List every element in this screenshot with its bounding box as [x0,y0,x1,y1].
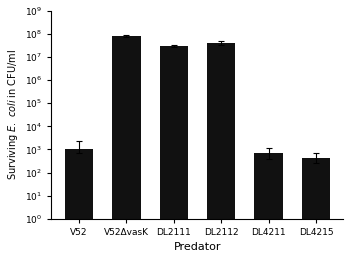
Bar [159,46,188,258]
Bar [207,43,235,258]
Y-axis label: Surviving $\it{E.\ coli}$ in CFU/ml: Surviving $\it{E.\ coli}$ in CFU/ml [6,49,20,180]
Bar [65,149,93,258]
Bar [112,36,141,258]
Bar [254,153,283,258]
Bar [302,158,330,258]
X-axis label: Predator: Predator [174,243,221,252]
